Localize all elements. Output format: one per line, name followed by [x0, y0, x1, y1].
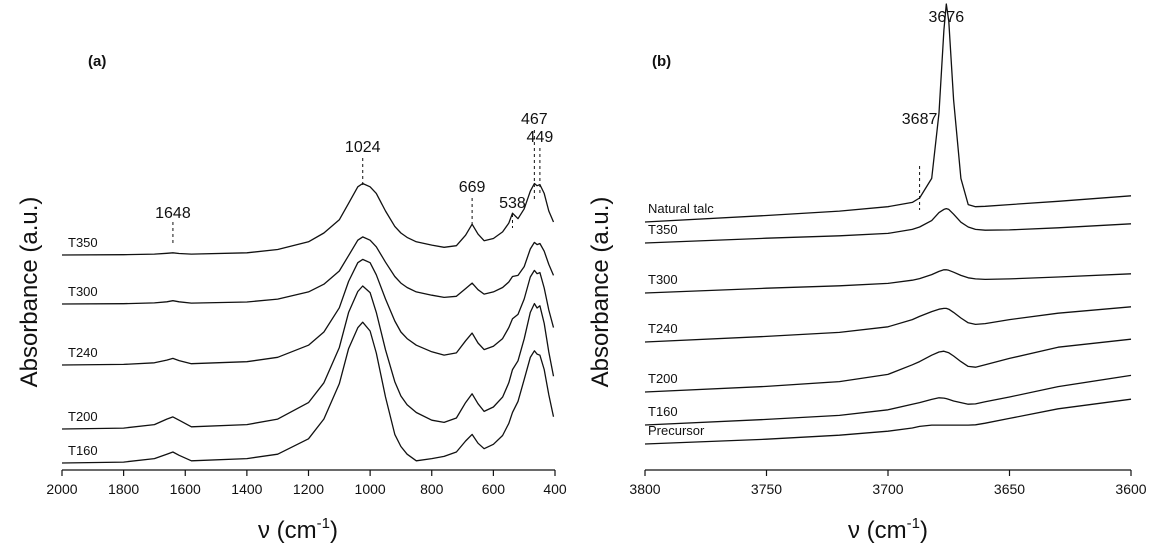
- series-labels-b: Natural talc T350 T300 T240 T200 T160 Precurso…: [648, 201, 714, 438]
- series-line-a-t160: [61, 321, 555, 464]
- x-tick-label-a-600: 600: [482, 481, 506, 497]
- y-axis-label-a: Absorbance (a.u.): [16, 197, 43, 388]
- x-tick-label-a-400: 400: [543, 481, 567, 497]
- x-tick-label-b-3750: 3750: [751, 481, 782, 497]
- x-axis-ticks-a: 2000 1800 1600 1400 1200 1000 800 600 400: [46, 470, 567, 497]
- x-tick-label-a-800: 800: [420, 481, 444, 497]
- annotation-label-a-467: 467: [521, 111, 548, 128]
- series-label-a-t200: T200: [68, 409, 98, 424]
- x-tick-label-a-1000: 1000: [355, 481, 386, 497]
- x-tick-label-a-1200: 1200: [293, 481, 324, 497]
- series-label-b-precursor: Precursor: [648, 423, 705, 438]
- x-axis-label-a: ν (cm-1): [258, 515, 338, 544]
- annotation-label-a-1024: 1024: [345, 139, 381, 156]
- series-line-b-t300: [644, 269, 1132, 294]
- series-line-b-t350: [644, 207, 1132, 244]
- annotation-label-b-3687: 3687: [902, 111, 938, 128]
- x-axis-ticks-b: 3800 3750 3700 3650 3600: [629, 470, 1147, 497]
- annotation-label-a-538: 538: [499, 195, 526, 212]
- annotation-label-a-449: 449: [527, 129, 554, 146]
- series-label-b-natural-talc: Natural talc: [648, 201, 714, 216]
- series-line-a-t300: [61, 236, 555, 305]
- annotation-label-a-1648: 1648: [155, 205, 191, 222]
- x-tick-label-a-1800: 1800: [108, 481, 139, 497]
- x-tick-label-b-3650: 3650: [994, 481, 1025, 497]
- x-axis-label-b: ν (cm-1): [848, 515, 928, 544]
- panel-label-a: (a): [88, 53, 106, 70]
- series-label-b-t200: T200: [648, 371, 678, 386]
- x-tick-label-b-3800: 3800: [629, 481, 660, 497]
- x-tick-label-b-3700: 3700: [872, 481, 903, 497]
- panel-b: (b) Absorbance (a.u.) 3800 3750 3700 3650 36…: [587, 3, 1147, 544]
- series-labels-a: T350 T300 T240 T200 T160: [68, 235, 98, 458]
- series-line-b-t240: [644, 306, 1132, 343]
- annotation-label-a-669: 669: [459, 179, 486, 196]
- series-label-a-t350: T350: [68, 235, 98, 250]
- series-line-a-t350: [61, 182, 555, 256]
- series-line-b-t160: [644, 374, 1132, 426]
- series-line-b-t200: [644, 338, 1132, 393]
- series-label-a-t300: T300: [68, 284, 98, 299]
- series-label-b-t160: T160: [648, 404, 678, 419]
- series-line-a-t240: [61, 258, 555, 366]
- series-group-a: [61, 182, 555, 464]
- series-line-a-t200: [61, 285, 555, 430]
- x-tick-label-a-1600: 1600: [170, 481, 201, 497]
- x-tick-label-a-2000: 2000: [46, 481, 77, 497]
- panel-a: (a) Absorbance (a.u.) 2000 1800 1600 1400 12…: [16, 53, 567, 544]
- x-tick-label-a-1400: 1400: [231, 481, 262, 497]
- x-tick-label-b-3600: 3600: [1115, 481, 1146, 497]
- series-label-a-t160: T160: [68, 443, 98, 458]
- series-group-b: [644, 3, 1132, 445]
- series-line-b-precursor: [644, 398, 1132, 445]
- annotations-b: 3687 3676: [902, 9, 964, 210]
- series-label-b-t300: T300: [648, 272, 678, 287]
- series-label-b-t350: T350: [648, 222, 678, 237]
- series-label-a-t240: T240: [68, 345, 98, 360]
- series-label-b-t240: T240: [648, 321, 678, 336]
- panel-label-b: (b): [652, 53, 671, 70]
- series-line-b-natural-talc: [644, 3, 1132, 223]
- y-axis-label-b: Absorbance (a.u.): [587, 197, 614, 388]
- annotation-label-b-3676: 3676: [929, 9, 965, 26]
